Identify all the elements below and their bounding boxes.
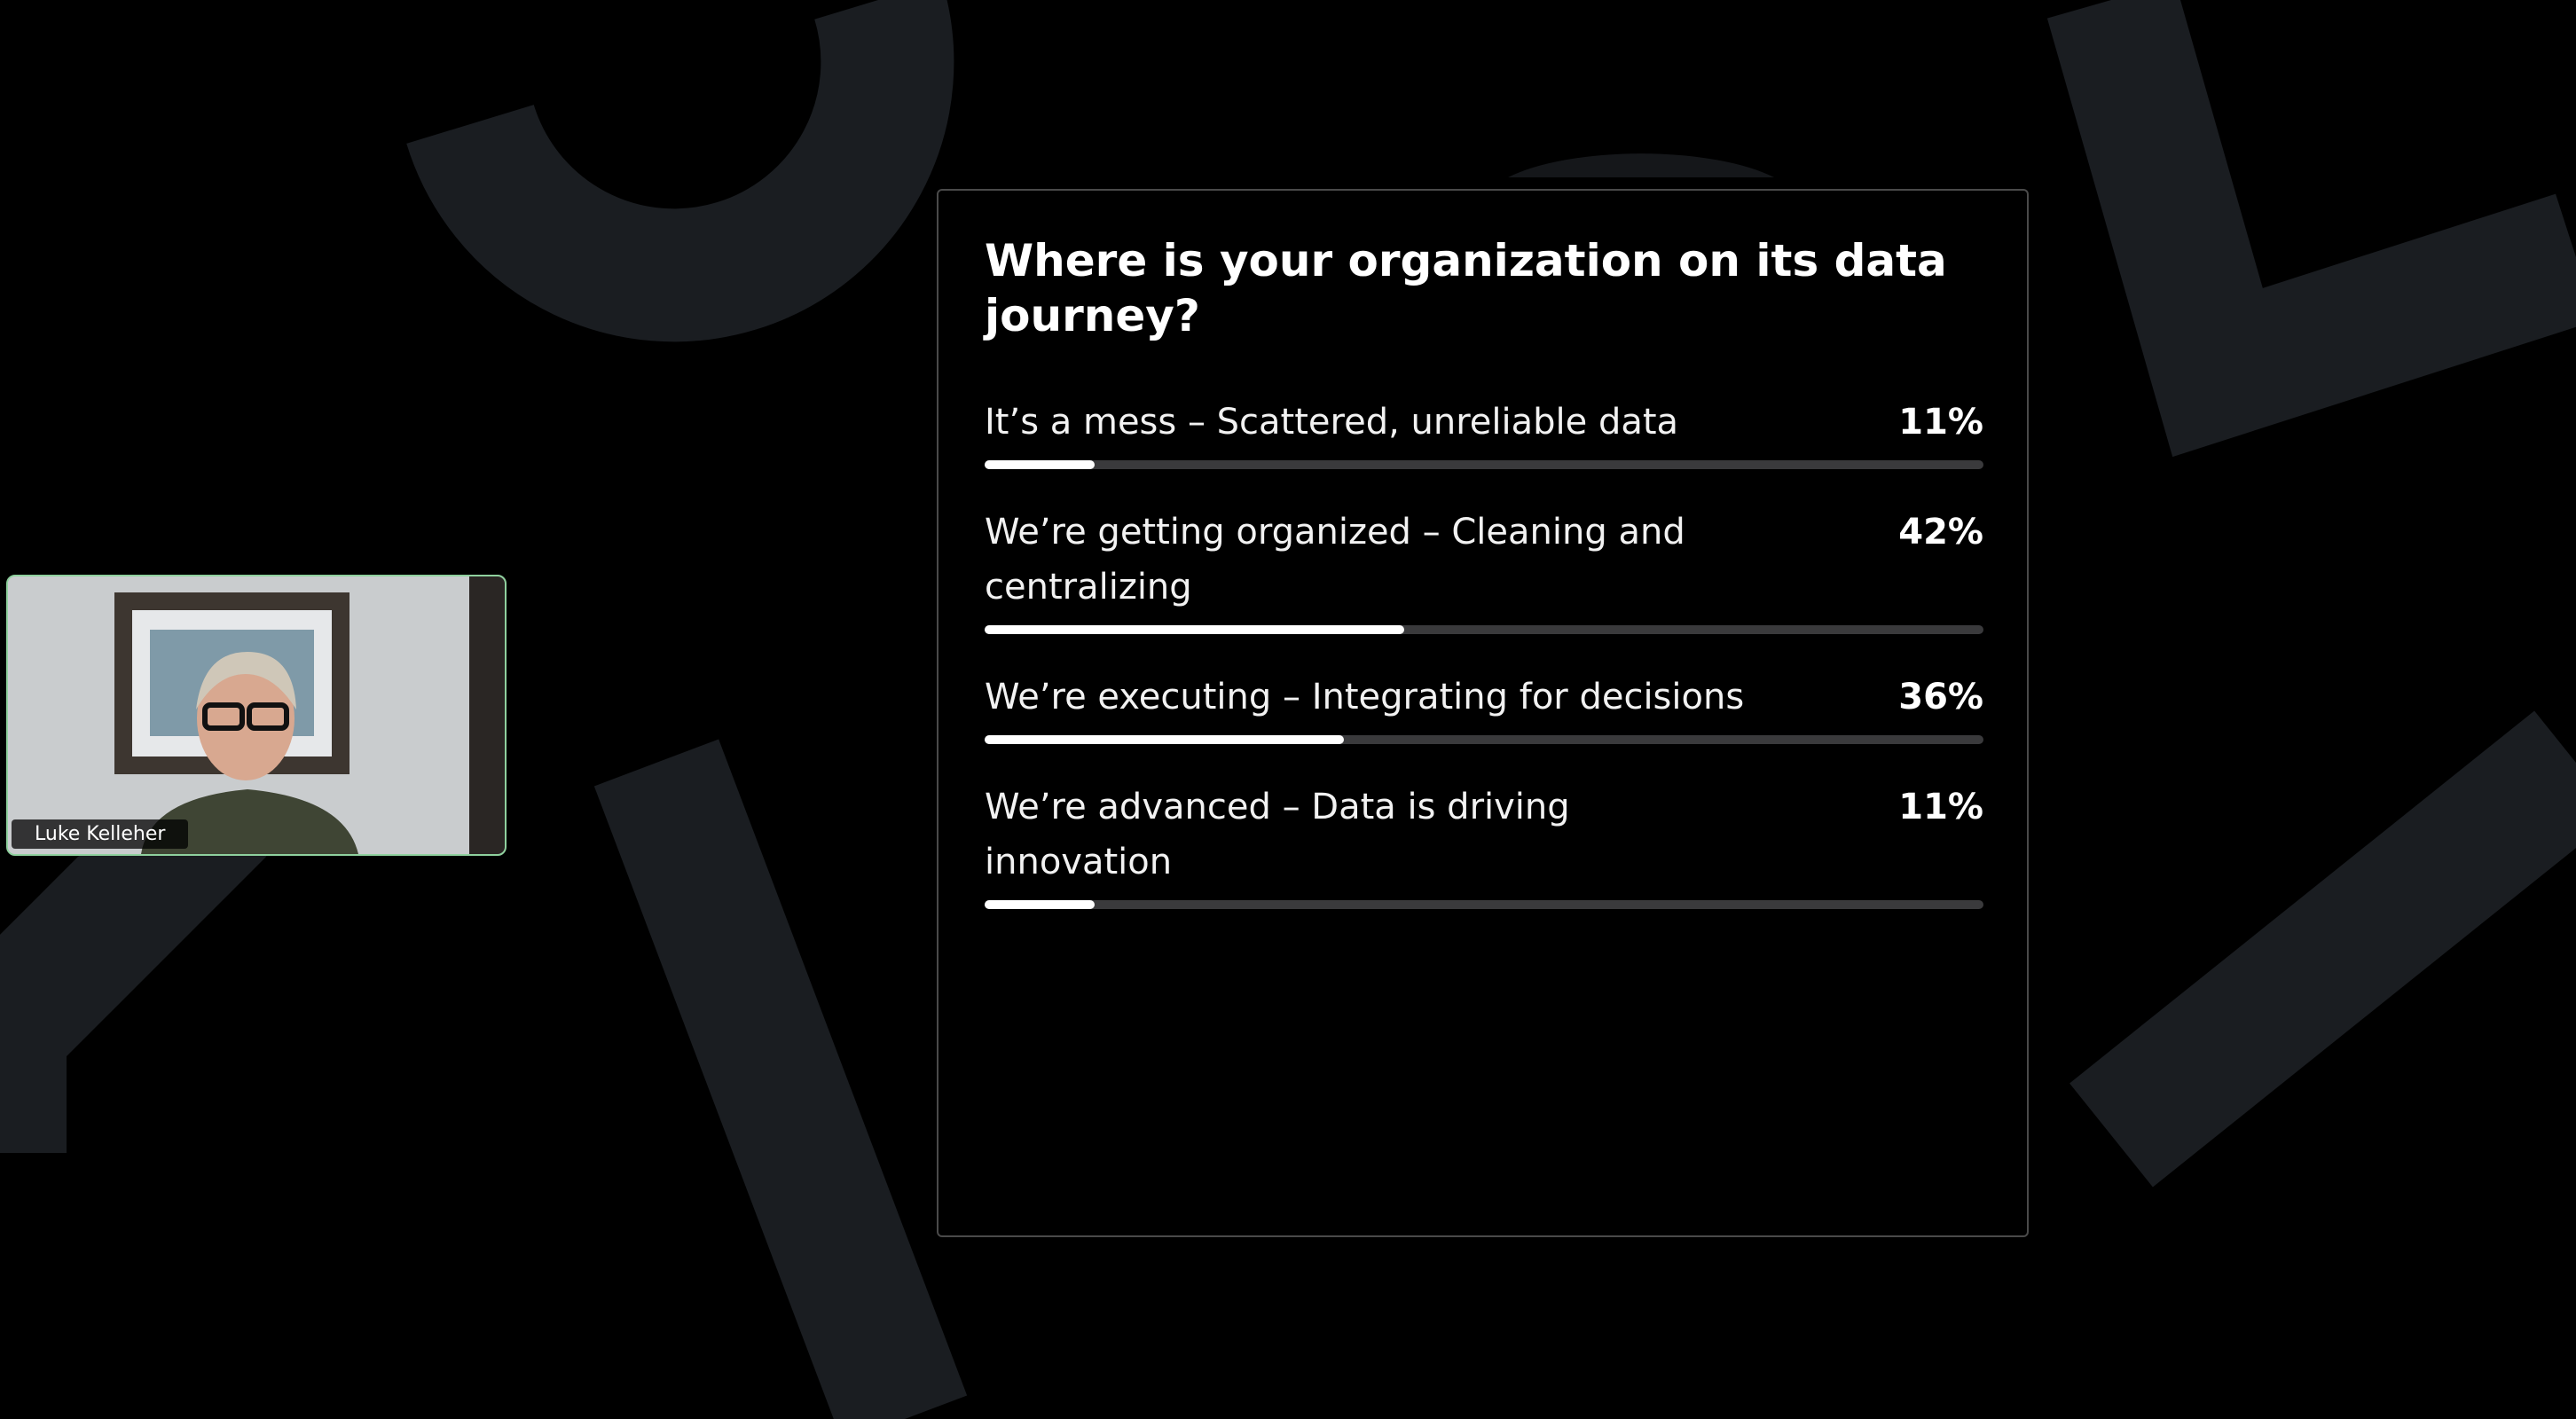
result-bar (985, 900, 1095, 909)
option-row: It’s a mess – Scattered, unreliable data… (985, 395, 1983, 450)
sweater (141, 789, 358, 854)
arc-shape (406, 0, 954, 342)
video-feed (8, 576, 505, 854)
option-label: We’re executing – Integrating for decisi… (985, 677, 1745, 717)
participant-name: Luke Kelleher (12, 819, 189, 849)
hair (196, 652, 296, 710)
option-row: We’re getting organized – Cleaning and c… (985, 505, 1983, 615)
glasses (247, 702, 289, 731)
poll-option: It’s a mess – Scattered, unreliable data… (985, 395, 1983, 469)
option-percent: 11% (1898, 402, 1983, 443)
result-bar (985, 735, 1345, 744)
option-label: It’s a mess – Scattered, unreliable data (985, 402, 1679, 443)
door (469, 576, 505, 854)
face (197, 656, 295, 780)
option-label: We’re advanced – Data is driving innovat… (985, 787, 1570, 882)
bar-shape (2069, 710, 2576, 1188)
option-label: We’re getting organized – Cleaning and c… (985, 512, 1685, 608)
result-track (985, 460, 1983, 469)
poll-option: We’re getting organized – Cleaning and c… (985, 505, 1983, 634)
arc-shape (1508, 153, 1774, 177)
poll-options: It’s a mess – Scattered, unreliable data… (985, 395, 1983, 945)
result-track (985, 900, 1983, 909)
option-percent: 11% (1898, 787, 1983, 827)
poll-card: Where is your organization on its data j… (937, 189, 2029, 1237)
option-percent: 42% (1898, 512, 1983, 553)
option-percent: 36% (1898, 677, 1983, 717)
video-tile[interactable]: Luke Kelleher (6, 575, 507, 856)
glasses (202, 702, 245, 731)
result-bar (985, 625, 1404, 634)
result-track (985, 735, 1983, 744)
poll-option: We’re executing – Integrating for decisi… (985, 670, 1983, 744)
poll-option: We’re advanced – Data is driving innovat… (985, 780, 1983, 909)
option-row: We’re executing – Integrating for decisi… (985, 670, 1983, 725)
bar-shape (593, 739, 968, 1419)
angle-shape (2046, 0, 2576, 458)
poll-question: Where is your organization on its data j… (985, 235, 1947, 341)
option-row: We’re advanced – Data is driving innovat… (985, 780, 1983, 890)
result-bar (985, 460, 1095, 469)
result-track (985, 625, 1983, 634)
